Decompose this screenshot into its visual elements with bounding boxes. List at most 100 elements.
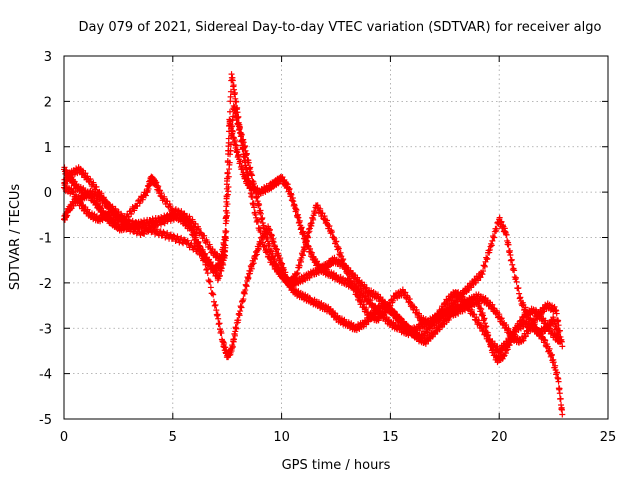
trace-point	[482, 258, 489, 265]
trace-point	[221, 241, 228, 248]
trace-point	[335, 245, 342, 252]
trace-point	[222, 344, 229, 351]
trace-point	[477, 274, 484, 281]
trace-point	[337, 249, 344, 256]
trace-point	[195, 225, 202, 232]
trace-point	[489, 301, 496, 308]
trace-point	[247, 168, 254, 175]
trace-point	[542, 337, 549, 344]
trace-point	[242, 287, 249, 294]
trace-point	[506, 338, 513, 345]
trace-point	[491, 234, 498, 241]
trace-point	[257, 240, 264, 247]
trace-point	[238, 304, 245, 311]
trace-point	[548, 351, 555, 358]
trace-point	[430, 318, 437, 325]
trace-point	[498, 315, 505, 322]
trace-point	[354, 274, 361, 281]
trace-point	[93, 183, 100, 190]
y-tick-label: -2	[39, 277, 52, 292]
trace-point	[234, 115, 241, 122]
trace-point	[481, 263, 488, 270]
trace-point	[201, 232, 208, 239]
trace-point	[226, 166, 233, 173]
trace-point	[480, 267, 487, 274]
trace-point	[268, 232, 275, 239]
trace-point	[157, 228, 164, 235]
trace-point	[317, 205, 324, 212]
trace-point	[326, 222, 333, 229]
trace-point	[515, 284, 522, 291]
axis-tick-labels: 0 5 10 15 20 25 -5 -4 -3 -2 -1 0 1 2 3	[39, 50, 616, 445]
x-tick-label: 10	[273, 430, 290, 445]
trace-point	[468, 284, 475, 291]
trace-point	[238, 298, 245, 305]
trace-point	[98, 190, 105, 197]
trace-point	[231, 90, 238, 97]
trace-point	[551, 318, 558, 325]
trace-point	[353, 288, 360, 295]
trace-point	[157, 221, 164, 228]
trace-point	[433, 315, 440, 322]
trace-point	[198, 248, 205, 255]
trace-point	[306, 228, 313, 235]
trace-point	[303, 237, 310, 244]
trace-point	[245, 159, 252, 166]
trace-point	[361, 281, 368, 288]
trace-point	[207, 278, 214, 285]
trace-point	[193, 232, 200, 239]
trace-point	[210, 291, 217, 298]
plot-frame	[63, 55, 609, 420]
trace-point	[296, 262, 303, 269]
trace-point	[355, 294, 362, 301]
trace-point	[240, 296, 247, 303]
trace-point	[207, 284, 214, 291]
trace-point	[167, 203, 174, 210]
trace-point	[259, 214, 266, 221]
trace-point	[411, 303, 418, 310]
trace-point	[529, 317, 536, 324]
trace-point	[181, 237, 188, 244]
trace-point	[550, 359, 557, 366]
trace-point	[224, 169, 231, 176]
trace-point	[82, 170, 89, 177]
series-track-c	[61, 116, 564, 345]
trace-point	[344, 267, 351, 274]
trace-point	[233, 98, 240, 105]
trace-point	[513, 278, 520, 285]
trace-point	[342, 263, 349, 270]
trace-point	[221, 255, 228, 262]
trace-point	[224, 201, 231, 208]
trace-point	[266, 226, 273, 233]
trace-point	[554, 374, 561, 381]
trace-point	[273, 261, 280, 268]
trace-point	[340, 256, 347, 263]
trace-point	[223, 217, 230, 224]
trace-point	[136, 220, 143, 227]
trace-point	[233, 142, 240, 149]
trace-point	[478, 321, 485, 328]
trace-point	[189, 216, 196, 223]
trace-point	[218, 265, 225, 272]
trace-point	[204, 257, 211, 264]
trace-point	[234, 149, 241, 156]
trace-point	[402, 289, 409, 296]
trace-point	[211, 302, 218, 309]
trace-point	[105, 209, 112, 216]
trace-point	[245, 274, 252, 281]
trace-point	[553, 325, 560, 332]
trace-point	[384, 306, 391, 313]
trace-point	[301, 245, 308, 252]
trace-point	[108, 204, 115, 211]
trace-point	[221, 233, 228, 240]
trace-point	[75, 195, 82, 202]
trace-point	[557, 395, 564, 402]
trace-point	[350, 287, 357, 294]
trace-point	[488, 242, 495, 249]
trace-point	[251, 204, 258, 211]
trace-point	[485, 332, 492, 339]
series-track-d	[61, 102, 564, 356]
trace-point	[486, 249, 493, 256]
y-tick-label: -4	[39, 368, 52, 383]
trace-point	[100, 194, 107, 201]
